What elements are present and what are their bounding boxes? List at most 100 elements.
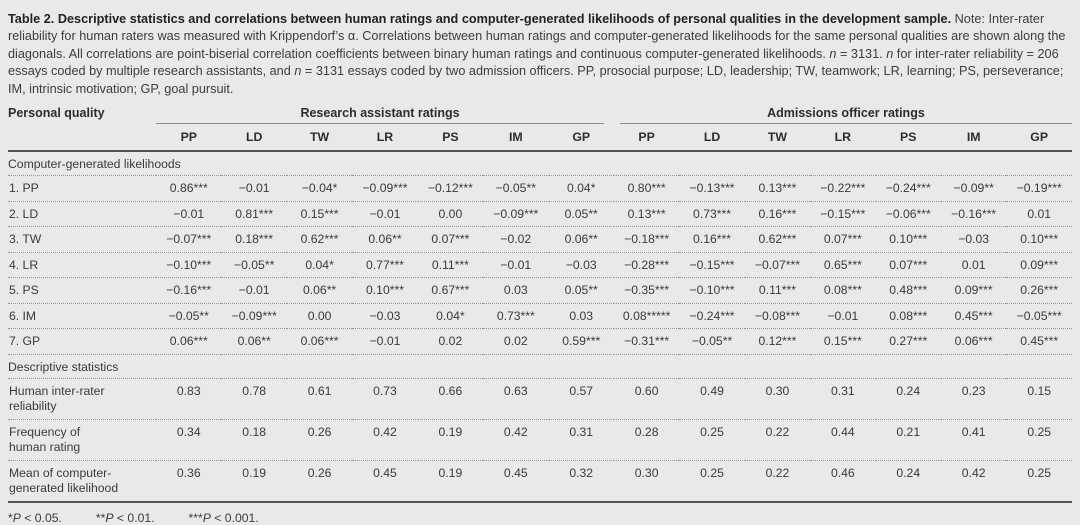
value-cell: 0.21 (875, 419, 941, 461)
correlation-table: Personal quality Research assistant rati… (8, 106, 1072, 503)
value-cell: 0.09*** (940, 277, 1007, 304)
value-cell: −0.09*** (352, 175, 418, 202)
value-cell: 0.01 (940, 252, 1007, 279)
value-cell: −0.05** (156, 303, 222, 330)
value-cell: 0.09*** (1006, 252, 1072, 279)
value-cell: −0.13*** (679, 175, 745, 202)
value-cell: 0.10*** (1006, 226, 1072, 253)
value-cell: 0.86*** (156, 175, 222, 202)
p-label: P (12, 510, 21, 525)
value-cell: 0.15*** (810, 328, 876, 355)
value-cell: −0.10*** (156, 252, 222, 279)
table-row: 7. GP 0.06*** 0.06** 0.06*** −0.01 0.02 0.02 0.… (8, 328, 1072, 355)
caption-segment: for inter-rater reliability = 206 essays… (8, 46, 1059, 79)
value-cell: −0.31*** (613, 328, 680, 355)
table-caption: Table 2. Descriptive statistics and corr… (8, 11, 1072, 98)
value-cell: 0.06*** (940, 328, 1007, 355)
value-cell: 0.10*** (352, 277, 418, 304)
value-cell: 0.22 (744, 419, 811, 461)
value-cell: 0.06*** (286, 328, 353, 355)
value-cell: 0.11*** (744, 277, 811, 304)
value-cell: −0.03 (548, 252, 614, 279)
value-cell: 0.28 (613, 419, 680, 461)
value-cell: −0.02 (483, 226, 549, 253)
value-cell: 0.18*** (221, 226, 287, 253)
value-cell: 0.27*** (875, 328, 941, 355)
value-cell: 0.19 (417, 460, 484, 503)
value-cell: −0.04* (286, 175, 353, 202)
value-cell: 0.13*** (744, 175, 811, 202)
value-cell: 0.41 (940, 419, 1007, 461)
table-row: 1. PP 0.86*** −0.01 −0.04* −0.09*** −0.12*** −… (8, 175, 1072, 202)
significance-stars: *** (188, 510, 203, 525)
value-cell: −0.24*** (875, 175, 941, 202)
value-cell: 0.34 (156, 419, 222, 461)
value-cell: −0.09*** (221, 303, 287, 330)
value-cell: −0.18*** (613, 226, 680, 253)
value-cell: −0.08*** (744, 303, 811, 330)
column-header-ra-im: IM (483, 124, 549, 153)
value-cell: 0.60 (613, 378, 680, 420)
value-cell: 0.62*** (286, 226, 353, 253)
group-header-admissions-officer-label: Admissions officer ratings (619, 106, 1072, 125)
value-cell: 0.24 (875, 460, 941, 503)
value-cell: 0.66 (417, 378, 484, 420)
value-cell: 0.06** (352, 226, 418, 253)
value-cell: 0.16*** (679, 226, 745, 253)
value-cell: 0.22 (744, 460, 811, 503)
column-header-ao-im: IM (940, 124, 1007, 153)
section-header-row: Descriptive statistics (8, 354, 1072, 379)
value-cell: −0.01 (483, 252, 549, 279)
value-cell: −0.09*** (483, 201, 549, 228)
value-cell: 0.25 (1006, 460, 1072, 503)
significance-footnote: *P < 0.05. **P < 0.01. ***P < 0.001. (8, 511, 1072, 525)
value-cell: 0.11*** (417, 252, 484, 279)
value-cell: 0.67*** (417, 277, 484, 304)
value-cell: 0.45*** (940, 303, 1007, 330)
value-cell: 0.23 (940, 378, 1007, 420)
value-cell: 0.78 (221, 378, 287, 420)
row-label: 4. LR (8, 252, 157, 279)
value-cell: 0.07*** (875, 252, 941, 279)
value-cell: −0.03 (352, 303, 418, 330)
value-cell: 0.15*** (286, 201, 353, 228)
column-header-ao-gp: GP (1006, 124, 1072, 153)
table-row: Frequency of human rating 0.34 0.18 0.26 0.4… (8, 419, 1072, 461)
value-cell: 0.44 (810, 419, 876, 461)
value-cell: 0.07*** (810, 226, 876, 253)
threshold-text: < 0.001. (210, 510, 259, 525)
value-cell: 0.80*** (613, 175, 680, 202)
table-row: 4. LR −0.10*** −0.05** 0.04* 0.77*** 0.11*** −… (8, 252, 1072, 279)
significance-stars: ** (95, 510, 106, 525)
value-cell: −0.24*** (679, 303, 745, 330)
value-cell: −0.01 (352, 328, 418, 355)
significance-item: **P < 0.01. (96, 511, 155, 525)
group-header-research-assistant-label: Research assistant ratings (156, 106, 604, 125)
value-cell: 0.73 (352, 378, 418, 420)
value-cell: 0.42 (483, 419, 549, 461)
value-cell: −0.15*** (810, 201, 876, 228)
value-cell: 0.46 (810, 460, 876, 503)
value-cell: −0.05** (221, 252, 287, 279)
row-label: 1. PP (8, 175, 157, 202)
value-cell: 0.10*** (875, 226, 941, 253)
row-label: 6. IM (8, 303, 157, 330)
table-row: 2. LD −0.01 0.81*** 0.15*** −0.01 0.00 −0.09**… (8, 201, 1072, 228)
value-cell: 0.18 (221, 419, 287, 461)
value-cell: 0.26 (286, 419, 353, 461)
value-cell: 0.05** (548, 201, 614, 228)
value-cell: 0.06** (548, 226, 614, 253)
value-cell: 0.03 (483, 277, 549, 304)
value-cell: −0.05*** (1006, 303, 1072, 330)
value-cell: 0.07*** (417, 226, 484, 253)
value-cell: 0.04* (548, 175, 614, 202)
value-cell: 0.06*** (156, 328, 222, 355)
value-cell: 0.45 (483, 460, 549, 503)
caption-segment: Table 2. Descriptive statistics and corr… (8, 12, 952, 26)
value-cell: −0.10*** (679, 277, 745, 304)
value-cell: −0.07*** (156, 226, 222, 253)
value-cell: 0.06** (286, 277, 353, 304)
value-cell: 0.61 (286, 378, 353, 420)
caption-segment: n (294, 64, 302, 79)
